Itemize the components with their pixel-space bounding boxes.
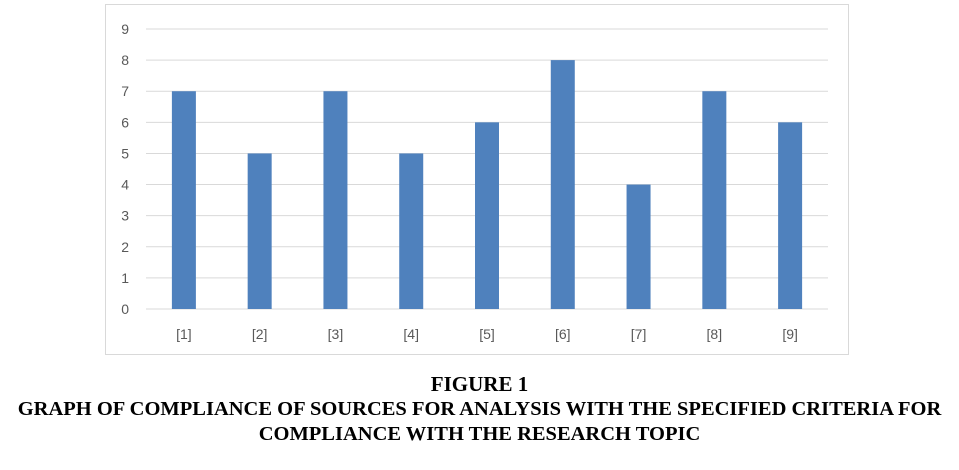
figure-label: FIGURE 1 [430,372,529,396]
y-tick-label: 8 [121,52,129,68]
x-axis-ticks: [1] [2] [3] [4] [5] [6] [7] [8] [9] [176,326,798,342]
bar [702,91,727,309]
x-tick-label: [1] [176,326,192,342]
x-tick-label: [6] [555,326,571,342]
x-tick-label: [7] [631,326,647,342]
x-tick-label: [5] [479,326,495,342]
x-tick-label: [4] [403,326,419,342]
x-tick-label: [3] [328,326,344,342]
y-axis-ticks: 0 1 2 3 4 5 6 7 8 9 [121,21,129,317]
bars [171,60,803,309]
y-tick-label: 6 [121,114,129,130]
y-tick-label: 2 [121,239,129,255]
bar-chart: 0 1 2 3 4 5 6 7 8 9 [1] [2] [3] [4] [5] [6] [7] [8] [9] [121,21,828,342]
bar [399,153,424,309]
y-tick-label: 3 [121,208,129,224]
bar [323,91,348,309]
bar [778,122,803,309]
chart-frame: 0 1 2 3 4 5 6 7 8 9 [1] [2] [3] [4] [5] [6] [7] [8] [9] [105,4,849,355]
bar [550,60,575,309]
x-tick-label: [9] [782,326,798,342]
y-tick-label: 4 [121,177,129,193]
y-tick-label: 9 [121,21,129,37]
bar [475,122,499,309]
y-tick-label: 0 [121,301,129,317]
y-tick-label: 5 [121,145,129,161]
y-tick-label: 7 [121,83,129,99]
figure-caption-block: FIGURE 1 GRAPH OF COMPLIANCE OF SOURCES … [0,371,959,447]
figure-caption: GRAPH OF COMPLIANCE OF SOURCES FOR ANALY… [17,398,942,445]
bar [247,153,272,309]
x-tick-label: [8] [707,326,723,342]
bar [626,184,651,309]
x-tick-label: [2] [252,326,268,342]
bar [171,91,196,309]
y-tick-label: 1 [121,270,129,286]
